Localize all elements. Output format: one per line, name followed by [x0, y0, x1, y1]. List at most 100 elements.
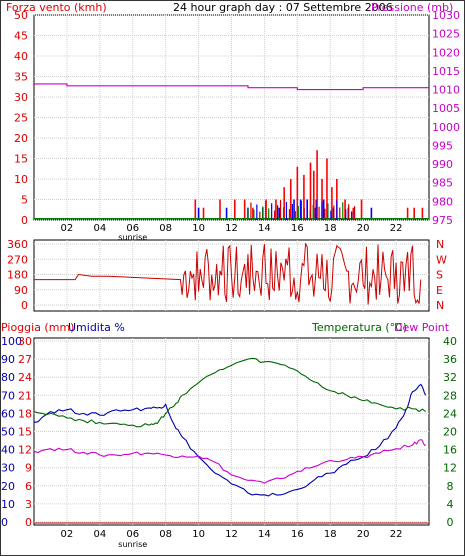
wind-sample-bar	[318, 206, 320, 220]
wind-gust-bar	[202, 207, 205, 220]
wind-sample-bar	[336, 200, 338, 220]
wx-x-tick: 08	[159, 529, 172, 540]
wind-gust-bar	[326, 158, 328, 220]
wind-x-tick: 06	[126, 223, 139, 234]
wind-gust-bar	[406, 207, 409, 220]
wind-x-tick: 18	[324, 223, 337, 234]
pressure-y-tick: 1020	[432, 46, 460, 59]
wind-sample-bar	[253, 209, 255, 220]
wind-x-tick: 16	[291, 223, 304, 234]
wind-sample-bar	[315, 199, 317, 220]
wx-x-tick: 12	[225, 529, 238, 540]
wind-gust-bar	[321, 179, 323, 220]
wind-sample-bar	[256, 204, 258, 220]
wind-sample-bar	[345, 209, 347, 220]
wind-sample-bar	[348, 204, 350, 220]
wind-gust-bar	[360, 199, 363, 220]
wind-sample-bar	[265, 201, 267, 220]
wind-gust-bar	[336, 179, 338, 220]
temperature-line	[33, 357, 427, 428]
pressure-y-tick: 975	[432, 214, 453, 227]
wind-sample-bar	[312, 204, 314, 220]
wind-speed-bar	[322, 199, 325, 220]
temp-y-tick: 4	[447, 498, 454, 511]
temp-y-tick: 32	[443, 371, 457, 384]
wx-x-tick: 16	[291, 529, 304, 540]
wind-gust-bar	[316, 150, 318, 220]
temp-y-tick: 16	[443, 444, 457, 457]
pressure-y-tick: 995	[432, 139, 453, 152]
wind-y-tick: 10	[14, 173, 28, 186]
humidity-y-tick: 70	[1, 389, 15, 402]
wind-speed-bar	[278, 207, 281, 220]
wind-sample-bar	[279, 200, 282, 220]
wind-y-tick: 45	[14, 30, 28, 43]
humidity-y-tick: 80	[1, 371, 15, 384]
wind-y-tick: 30	[14, 91, 28, 104]
wind-y-tick: 50	[14, 9, 28, 22]
wind-sample-bar	[309, 209, 311, 220]
wind-sample-bar	[291, 204, 293, 220]
wx-x-tick: 10	[192, 529, 205, 540]
humidity-y-tick: 0	[1, 516, 8, 529]
wind-gust-bar	[331, 187, 333, 220]
wind-sample-bar	[342, 202, 344, 220]
temp-y-tick: 20	[443, 426, 457, 439]
wind-speed-bar	[197, 207, 200, 220]
wind-sample-bar	[339, 207, 341, 220]
wind-gust-bar	[421, 207, 424, 220]
pressure-line	[34, 83, 429, 91]
temp-y-tick: 24	[443, 407, 457, 420]
rain-y-tick: 9	[25, 462, 32, 475]
humidity-y-tick: 60	[1, 407, 15, 420]
rain-y-tick: 18	[18, 407, 32, 420]
rain-y-tick: 24	[18, 371, 32, 384]
wind-gust-bar	[296, 166, 299, 220]
wind-gust-bar	[252, 207, 254, 220]
pressure-y-tick: 1005	[432, 102, 460, 115]
wind-sample-bar	[303, 207, 305, 220]
dir-compass-tick: N	[436, 299, 444, 312]
wind-sunrise-label: sunrise	[118, 233, 147, 242]
wind-sample-bar	[268, 208, 270, 220]
wind-gust-bar	[312, 170, 315, 220]
wind-x-tick: 20	[357, 223, 370, 234]
rain-y-tick: 27	[18, 353, 32, 366]
wind-x-tick: 12	[225, 223, 238, 234]
dewpoint-line	[33, 439, 426, 484]
pressure-y-tick: 1000	[432, 121, 460, 134]
wind-gust-bar	[219, 199, 221, 220]
humidity-y-tick: 90	[1, 353, 15, 366]
wind-x-tick: 10	[192, 223, 205, 234]
rain-y-tick: 3	[25, 498, 32, 511]
wind-sample-bar	[247, 207, 249, 220]
wind-speed-bar	[293, 199, 295, 220]
rain-axis-label: Pioggia (mm)	[1, 321, 74, 334]
humidity-y-tick: 40	[1, 444, 15, 457]
humidity-y-tick: 50	[1, 426, 15, 439]
dir-compass-tick: S	[436, 269, 443, 282]
wind-sample-bar	[285, 202, 288, 220]
rain-y-tick: 6	[25, 480, 32, 493]
humidity-line	[33, 383, 427, 497]
dewpoint-axis-label: Dew Point	[394, 321, 450, 334]
wind-gust-bar	[233, 199, 236, 220]
dir-y-tick: 90	[14, 284, 28, 297]
wx-x-tick: 06	[126, 529, 139, 540]
wx-x-tick: 18	[324, 529, 337, 540]
wind-speed-bar	[314, 207, 317, 220]
rain-y-tick: 12	[18, 444, 32, 457]
wind-gust-bar	[309, 162, 312, 220]
wind-sample-bar	[276, 205, 279, 220]
wind-sample-bar	[306, 202, 308, 220]
humidity-y-tick: 100	[1, 335, 22, 348]
wind-gust-bar	[275, 199, 277, 220]
wind-speed-bar	[225, 207, 228, 220]
pressure-axis-label: Pressione (mb)	[371, 1, 453, 14]
temp-y-tick: 40	[443, 335, 457, 348]
wind-y-tick: 0	[21, 214, 28, 227]
wind-x-tick: 14	[258, 223, 271, 234]
wind-y-tick: 20	[14, 132, 28, 145]
wind-sample-bar	[297, 205, 299, 220]
wind-sample-bar	[333, 205, 335, 220]
